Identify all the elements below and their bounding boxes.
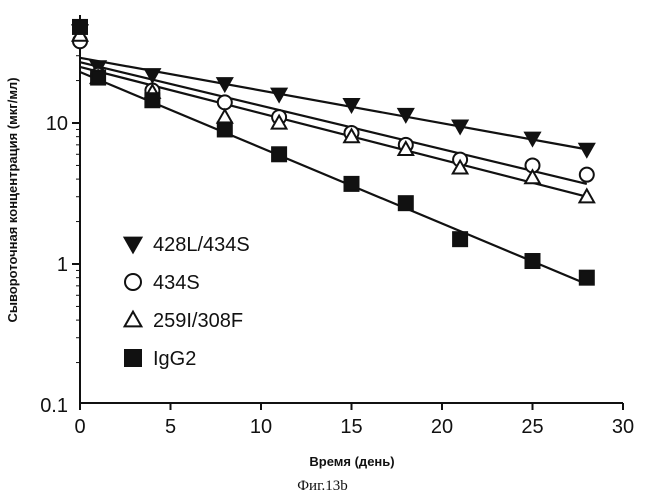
figure-caption: Фиг.13b — [297, 478, 348, 494]
fit-lines — [79, 56, 588, 286]
legend-label: IgG2 — [153, 348, 196, 370]
data-point — [216, 121, 233, 138]
x-tick-label: 25 — [521, 416, 543, 438]
fit-line-1 — [79, 61, 588, 185]
data-point — [271, 146, 288, 163]
data-point — [578, 166, 595, 183]
x-tick-label: 0 — [74, 416, 85, 438]
data-point — [342, 127, 361, 144]
data-point — [451, 158, 470, 175]
data-point — [523, 131, 542, 148]
legend-marker — [124, 349, 142, 367]
y-axis-title: Сывороточная концентрация (мкг/мл) — [5, 77, 20, 322]
y-tick-label: 10 — [46, 113, 68, 135]
fit-line-3 — [79, 70, 588, 286]
data-point — [523, 168, 542, 185]
legend-marker — [122, 309, 144, 328]
data-point — [215, 107, 234, 124]
data-point — [452, 231, 469, 248]
legend-label: 259I/308F — [153, 310, 243, 332]
x-tick-label: 30 — [612, 416, 634, 438]
legend-marker — [124, 273, 142, 291]
y-tick-label: 0.1 — [40, 395, 68, 417]
pk-chart: 0 5 10 15 20 25 30 0.1 1 10 Время (день) Сыворото… — [5, 15, 634, 469]
data-point — [72, 18, 88, 35]
data-point — [90, 69, 107, 86]
data-point — [396, 107, 415, 124]
data-point — [343, 175, 360, 192]
data-point — [396, 140, 415, 156]
data-point — [143, 68, 162, 85]
data-point — [397, 195, 414, 212]
data-point — [342, 98, 361, 114]
legend-marker — [122, 236, 144, 255]
fit-line-0 — [79, 56, 587, 151]
x-tick-label: 20 — [431, 416, 453, 438]
x-tick-label: 5 — [165, 416, 176, 438]
legend-label: 428L/434S — [153, 234, 250, 256]
x-tick-label: 15 — [340, 416, 362, 438]
data-point — [578, 269, 595, 286]
data-point — [451, 119, 470, 136]
data-point — [577, 187, 596, 204]
legend: 428L/434S 434S 259I/308F IgG2 — [122, 234, 250, 370]
data-point — [270, 87, 289, 104]
data-markers — [70, 18, 596, 286]
legend-label: 434S — [153, 272, 200, 294]
tick-labels: 0 5 10 15 20 25 30 0.1 1 10 — [40, 113, 634, 438]
y-tick-label: 1 — [57, 254, 68, 276]
data-point — [215, 77, 234, 94]
data-point — [216, 94, 233, 111]
x-tick-label: 10 — [250, 416, 272, 438]
data-point — [144, 92, 161, 109]
data-point — [577, 142, 596, 159]
x-axis-title: Время (день) — [309, 454, 394, 469]
data-point — [270, 113, 289, 130]
fit-line-2 — [79, 65, 588, 198]
data-point — [524, 253, 541, 270]
